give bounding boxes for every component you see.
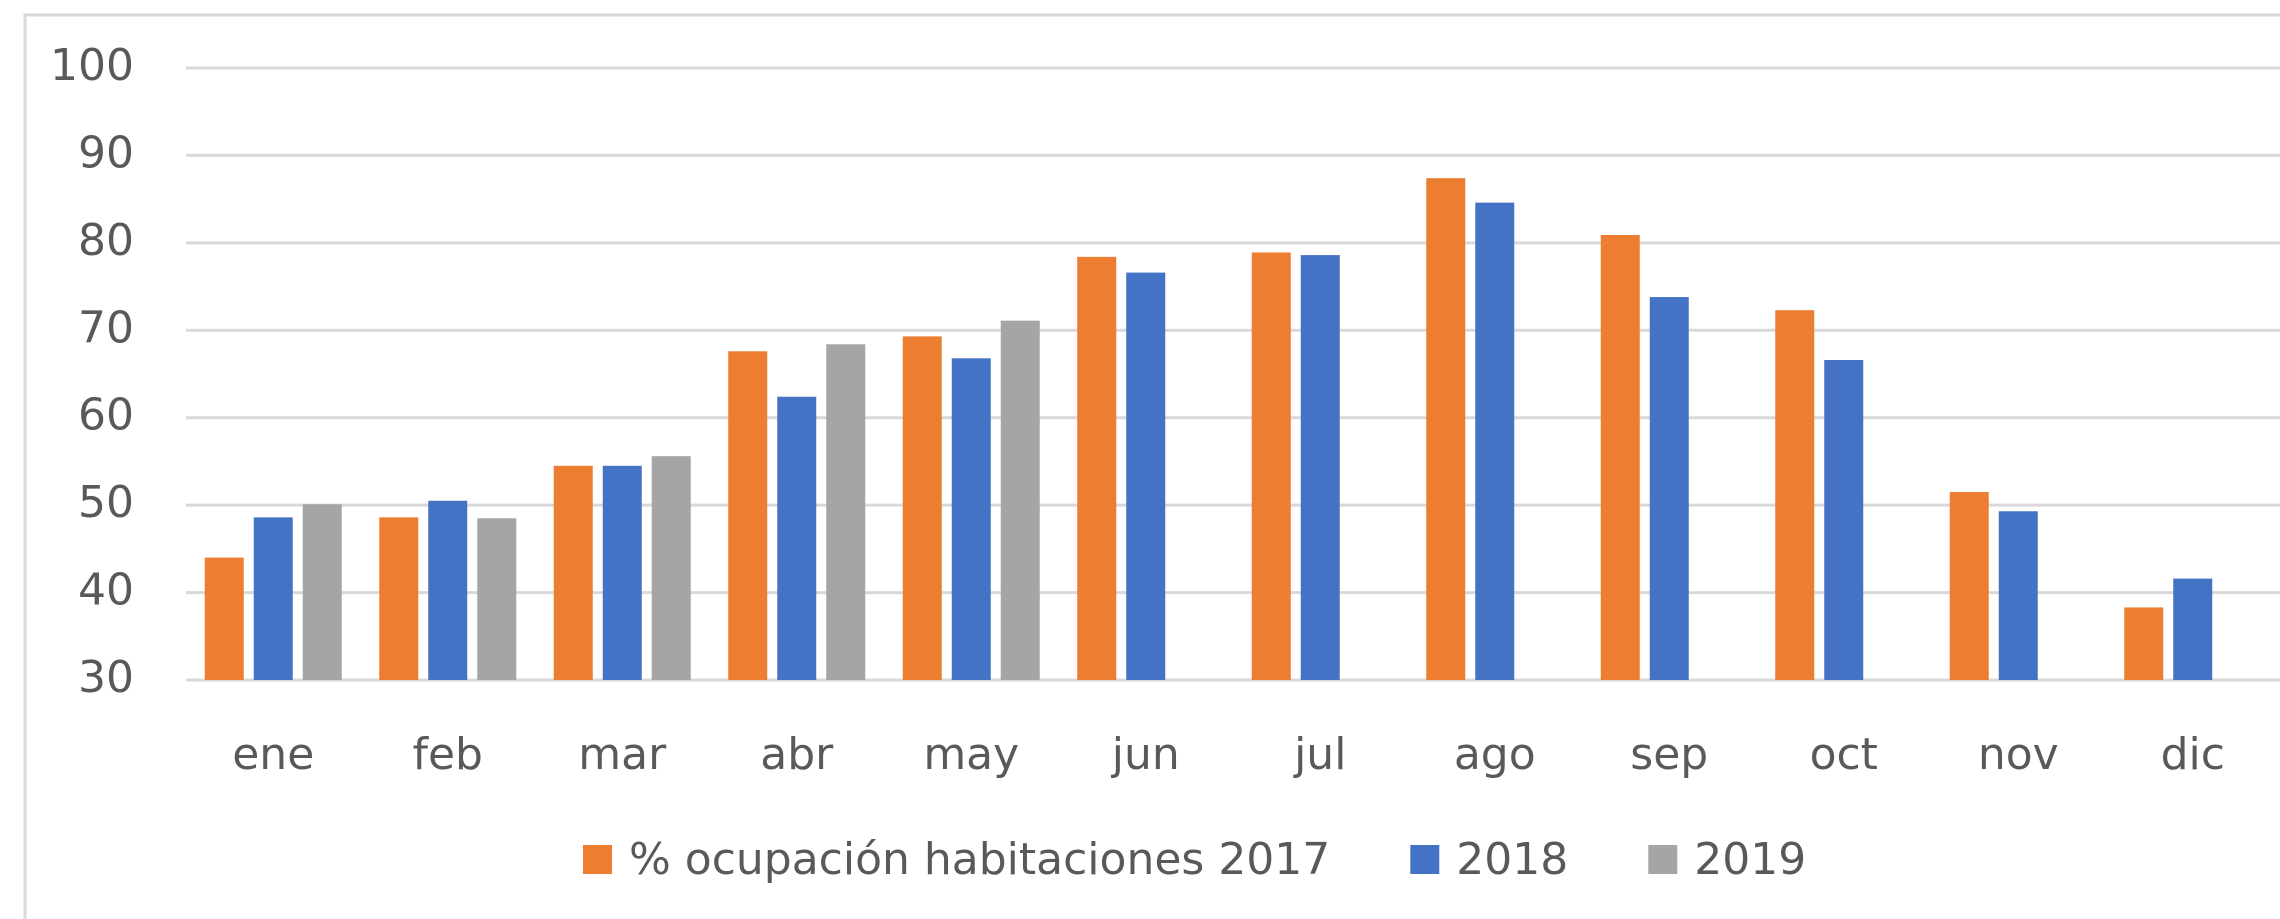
y-tick-label: 100 <box>50 40 134 91</box>
y-tick-label: 90 <box>78 127 134 178</box>
bar <box>379 517 419 680</box>
bar <box>204 557 244 680</box>
bar <box>428 500 468 680</box>
bar <box>777 396 817 680</box>
y-tick-label: 40 <box>78 565 134 616</box>
x-tick-label: nov <box>1978 729 2059 780</box>
bar <box>1077 256 1117 680</box>
legend-label: 2018 <box>1456 834 1568 885</box>
bar <box>1949 492 1989 680</box>
bar <box>2124 607 2164 680</box>
bar <box>902 336 942 680</box>
y-tick-label: 50 <box>78 477 134 528</box>
y-tick-label: 60 <box>78 390 134 441</box>
bar <box>1251 252 1291 680</box>
bar <box>553 465 593 680</box>
y-tick-label: 80 <box>78 215 134 266</box>
bar <box>1649 297 1689 680</box>
bar <box>728 351 768 680</box>
y-tick-label: 30 <box>78 652 134 703</box>
bar <box>951 358 991 680</box>
bar <box>1300 255 1340 680</box>
bar <box>477 518 517 680</box>
legend-swatch <box>583 845 612 874</box>
x-tick-label: sep <box>1630 729 1708 780</box>
legend-swatch <box>1648 845 1678 874</box>
bar <box>1475 202 1515 680</box>
x-tick-label: may <box>923 729 1019 780</box>
legend-swatch <box>1410 845 1440 874</box>
chart-border <box>23 13 2280 919</box>
bar <box>602 465 642 680</box>
legend-label: % ocupación habitaciones 2017 <box>629 834 1330 885</box>
x-tick-label: jun <box>1111 729 1180 780</box>
x-tick-label: jul <box>1293 729 1346 780</box>
bar <box>1998 511 2038 680</box>
bar <box>1000 320 1040 680</box>
y-tick-label: 70 <box>78 302 134 353</box>
x-tick-label: mar <box>578 729 667 780</box>
x-tick-label: oct <box>1810 729 1878 780</box>
x-tick-label: feb <box>413 729 484 780</box>
bar <box>302 504 342 680</box>
bar <box>1824 360 1864 680</box>
bar <box>651 456 691 680</box>
bar <box>1126 272 1166 680</box>
x-tick-label: ago <box>1454 729 1536 780</box>
legend-label: 2019 <box>1694 834 1806 885</box>
bar <box>1600 234 1640 680</box>
x-tick-label: abr <box>760 729 834 780</box>
x-tick-label: ene <box>232 729 314 780</box>
bar <box>253 517 293 680</box>
bar <box>1775 310 1815 680</box>
bar <box>826 344 866 680</box>
bar <box>2173 578 2213 680</box>
x-tick-label: dic <box>2161 729 2225 780</box>
bar <box>1426 178 1466 680</box>
